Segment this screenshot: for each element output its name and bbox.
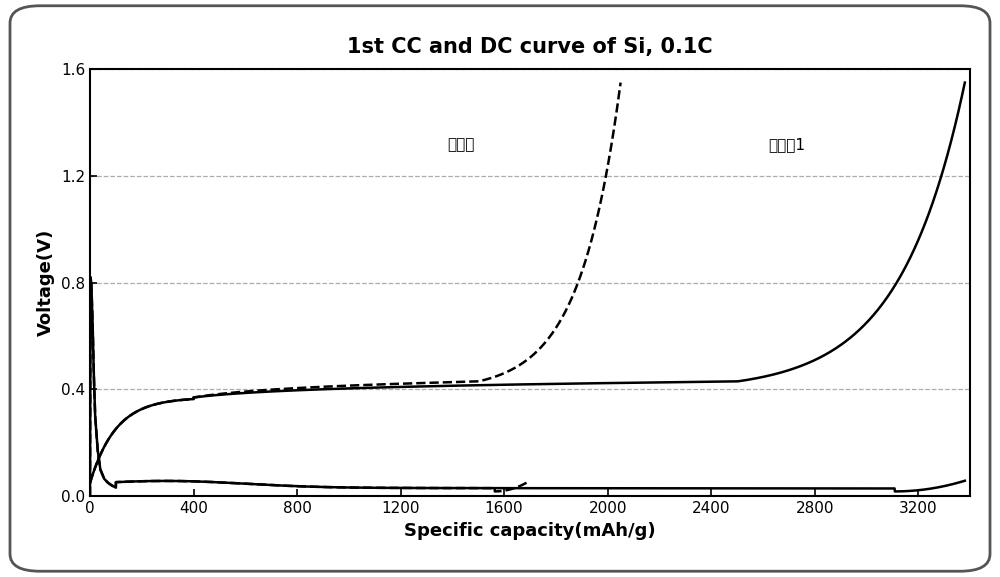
Text: 对比例: 对比例	[447, 137, 475, 152]
Text: 实施例1: 实施例1	[768, 137, 805, 152]
Y-axis label: Voltage(V): Voltage(V)	[37, 229, 55, 336]
Title: 1st CC and DC curve of Si, 0.1C: 1st CC and DC curve of Si, 0.1C	[347, 36, 713, 57]
X-axis label: Specific capacity(mAh/g): Specific capacity(mAh/g)	[404, 522, 656, 539]
